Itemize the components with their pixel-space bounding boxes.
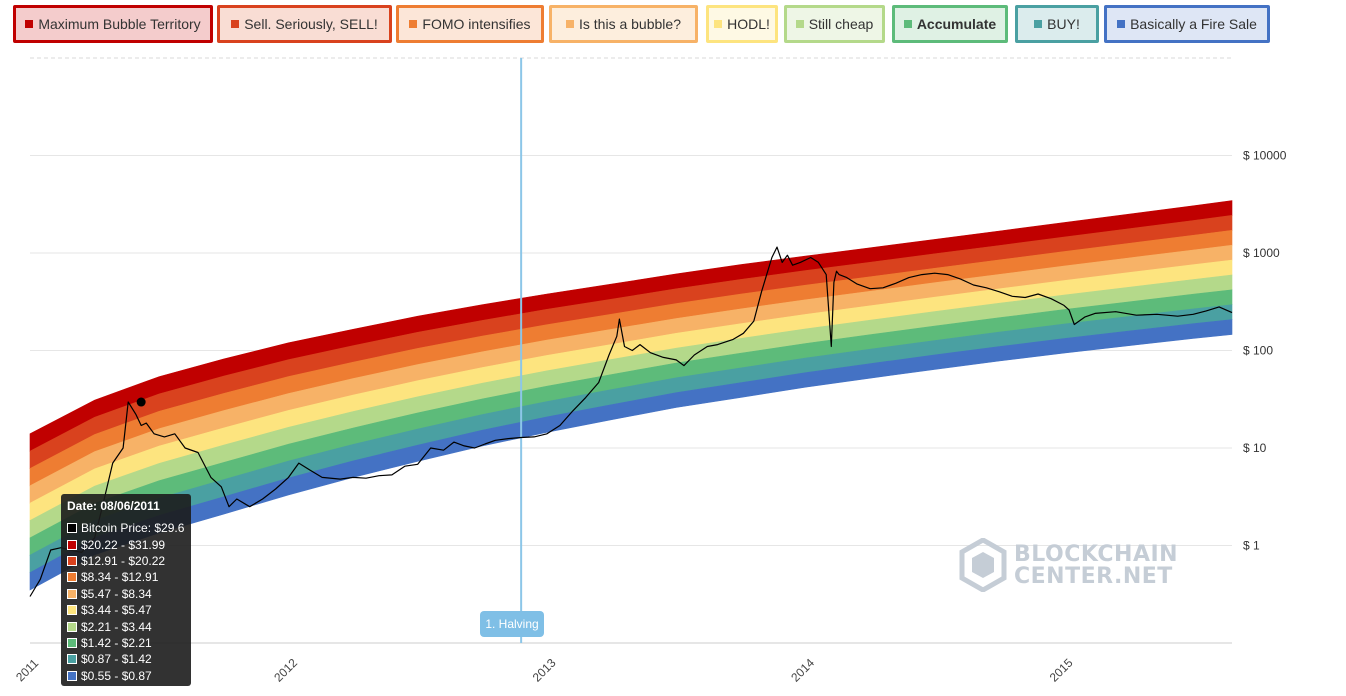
price-series (29, 246, 1233, 597)
tooltip-swatch (67, 670, 77, 681)
tooltip-swatch (67, 637, 77, 648)
y-axis: $ 1 $ 10 $ 100 $ 1000 $ 10000 (1243, 149, 1287, 553)
halving-label: 1. Halving (480, 611, 544, 637)
tooltip-row: $2.21 - $3.44 (67, 618, 185, 634)
rainbow-bands (29, 200, 1233, 591)
legend-item-basically-a-fire-sale[interactable]: Basically a Fire Sale (1104, 5, 1270, 43)
legend-item-fomo-intensifies[interactable]: FOMO intensifies (396, 5, 544, 43)
legend-label: Is this a bubble? (579, 16, 681, 32)
legend-label: Maximum Bubble Territory (38, 16, 201, 32)
tooltip-row: Bitcoin Price: $29.6 (67, 520, 185, 536)
x-tick-label: 2012 (271, 656, 300, 685)
legend-swatch (409, 20, 418, 28)
legend-swatch (714, 20, 723, 28)
cube-logo-icon (959, 537, 1007, 593)
tooltip-swatch (67, 572, 77, 583)
x-tick-label: 2015 (1047, 656, 1076, 685)
hover-tooltip: Date: 08/06/2011 Bitcoin Price: $29.6 $20… (61, 494, 191, 686)
tooltip-swatch (67, 555, 77, 566)
tooltip-row: $20.22 - $31.99 (67, 536, 185, 552)
tooltip-row: $1.42 - $2.21 (67, 635, 185, 651)
tooltip-row: $0.87 - $1.42 (67, 651, 185, 667)
tooltip-swatch (67, 523, 77, 534)
tooltip-row-text: $0.87 - $1.42 (81, 652, 152, 667)
tooltip-row-text: $5.47 - $8.34 (81, 586, 152, 601)
legend-item-buy[interactable]: BUY! (1015, 5, 1099, 43)
highlight-point (136, 397, 146, 407)
bitcoin-price-line (29, 246, 1233, 597)
watermark-line-1: BLOCKCHAIN (1014, 542, 1179, 567)
legend-label: FOMO intensifies (422, 16, 531, 32)
tooltip-date: Date: 08/06/2011 (67, 499, 160, 513)
legend-swatch (1034, 20, 1043, 28)
legend-label: Still cheap (808, 16, 874, 32)
band-basically-a-fire-sale (29, 319, 1233, 591)
legend-swatch (566, 20, 575, 28)
y-tick-label: $ 1 (1243, 539, 1260, 553)
legend-item-sell-seriously-sell[interactable]: Sell. Seriously, SELL! (217, 5, 392, 43)
x-tick-label: 2013 (530, 656, 559, 685)
tooltip-row: $12.91 - $20.22 (67, 553, 185, 569)
tooltip-row-text: $3.44 - $5.47 (81, 603, 152, 618)
legend-label: Accumulate (916, 16, 997, 32)
watermark-line-2: CENTER.NET (1014, 564, 1173, 589)
tooltip-swatch (67, 588, 77, 599)
tooltip-row-text: $2.21 - $3.44 (81, 619, 152, 634)
legend-item-maximum-bubble-territory[interactable]: Maximum Bubble Territory (13, 5, 213, 43)
tooltip-row: $8.34 - $12.91 (67, 569, 185, 585)
y-tick-label: $ 100 (1243, 344, 1273, 358)
y-tick-label: $ 1000 (1243, 246, 1280, 260)
blockchain-center-watermark: BLOCKCHAIN CENTER.NET (958, 537, 1178, 594)
x-tick-label: 2011 (13, 656, 41, 684)
tooltip-row: $3.44 - $5.47 (67, 602, 185, 618)
legend-label: BUY! (1047, 16, 1080, 32)
tooltip-swatch (67, 605, 77, 616)
legend-swatch (231, 20, 240, 28)
tooltip-row-text: $8.34 - $12.91 (81, 570, 159, 585)
tooltip-swatch (67, 621, 77, 632)
tooltip-row-text: $0.55 - $0.87 (81, 668, 152, 683)
x-tick-label: 2014 (788, 656, 817, 685)
legend-label: HODL! (727, 16, 770, 32)
legend-item-accumulate[interactable]: Accumulate (892, 5, 1008, 43)
legend-swatch (25, 20, 34, 28)
tooltip-row-text: Bitcoin Price: $29.6 (81, 521, 185, 536)
tooltip-row: $0.55 - $0.87 (67, 668, 185, 684)
tooltip-row-text: $1.42 - $2.21 (81, 635, 152, 650)
tooltip-swatch (67, 539, 77, 550)
legend-label: Sell. Seriously, SELL! (244, 16, 378, 32)
legend: Maximum Bubble Territory Sell. Seriously,… (0, 0, 1346, 52)
rainbow-chart: $ 1 $ 10 $ 100 $ 1000 $ 10000 2011 2012 2013 20… (13, 57, 1287, 685)
tooltip-row-text: $20.22 - $31.99 (81, 537, 166, 552)
tooltip-swatch (67, 654, 77, 665)
y-tick-label: $ 10 (1243, 441, 1267, 455)
legend-swatch (795, 20, 804, 28)
legend-swatch (1117, 20, 1126, 28)
tooltip-row: $5.47 - $8.34 (67, 586, 185, 602)
legend-swatch (903, 20, 912, 28)
legend-label: Basically a Fire Sale (1130, 16, 1257, 32)
legend-item-hodl[interactable]: HODL! (706, 5, 778, 43)
y-tick-label: $ 10000 (1243, 149, 1287, 163)
legend-item-still-cheap[interactable]: Still cheap (784, 5, 885, 43)
legend-item-is-this-a-bubble[interactable]: Is this a bubble? (549, 5, 698, 43)
tooltip-row-text: $12.91 - $20.22 (81, 553, 166, 568)
